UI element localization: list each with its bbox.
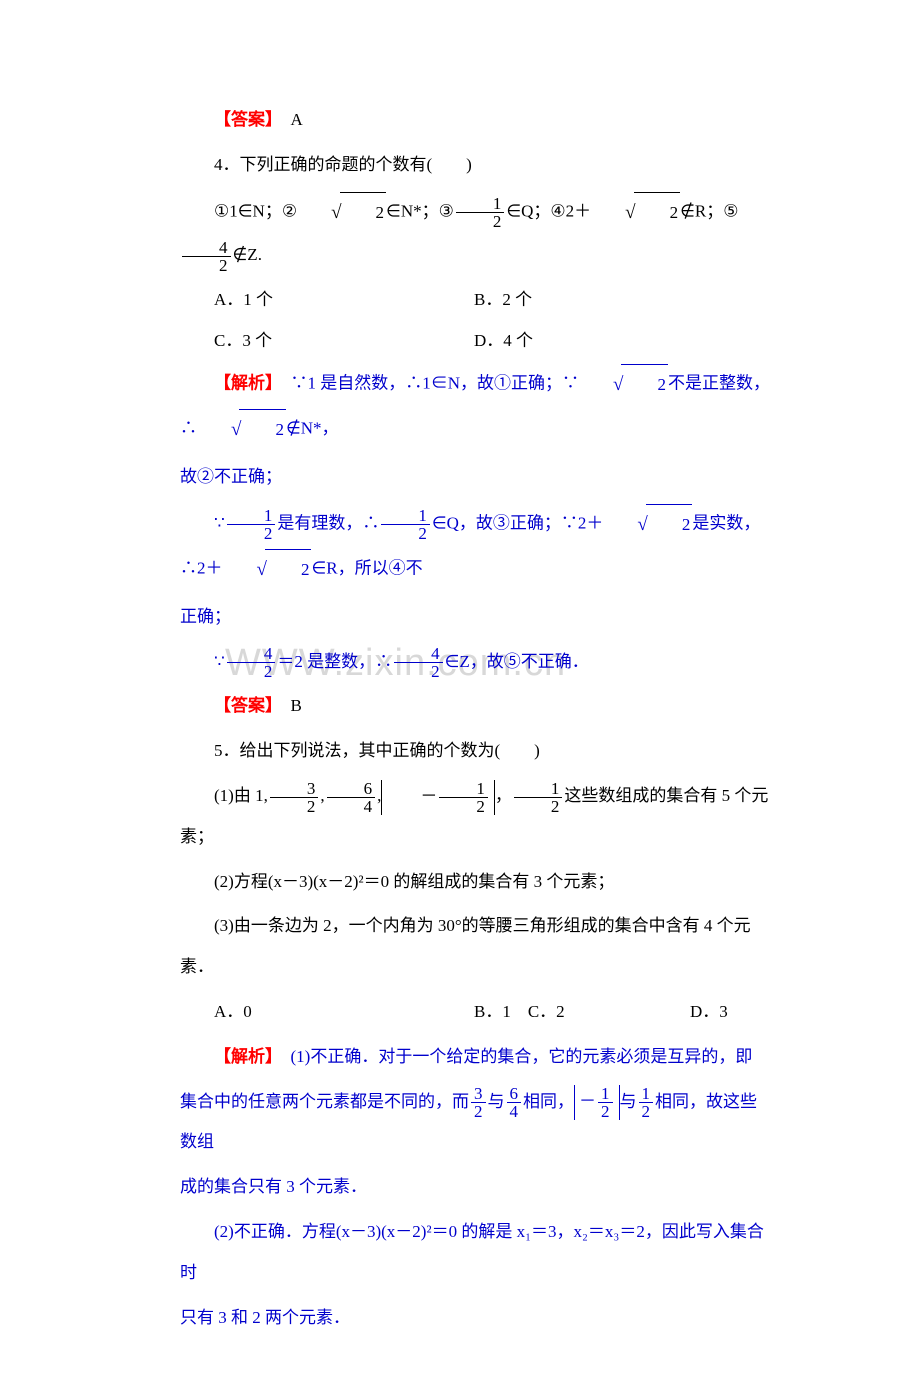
q3-answer: 【答案】 A <box>180 100 770 141</box>
answer-label: 【答案】 <box>214 696 274 715</box>
q4-answer: 【答案】 B <box>180 686 770 727</box>
q5-analysis-p3: 成的集合只有 3 个元素． <box>180 1167 770 1208</box>
fraction: 42 <box>227 645 276 680</box>
q5-item3: (3)由一条边为 2，一个内角为 30°的等腰三角形组成的集合中含有 4 个元素… <box>180 906 770 988</box>
q5-analysis-p1: 【解析】 (1)不正确．对于一个给定的集合，它的元素必须是互异的，即 <box>180 1037 770 1078</box>
sqrt-icon: 2 <box>223 547 312 593</box>
q5-opt-bc: B．1 C．2 <box>474 992 690 1033</box>
fraction: 42 <box>182 239 231 274</box>
fraction: 12 <box>381 507 430 542</box>
q5-item2: (2)方程(x－3)(x－2)²＝0 的解组成的集合有 3 个元素； <box>180 862 770 903</box>
q4-stem: 4．下列正确的命题的个数有( ) <box>180 145 770 186</box>
fraction: 12 <box>598 1085 613 1120</box>
sqrt-icon: 2 <box>297 190 386 236</box>
q5-options: A．0 B．1 C．2 D．3 <box>214 992 770 1033</box>
q4-analysis-p1: 【解析】 ∵1 是自然数，∴1∈N，故①正确；∵2不是正整数，∴2∉N*， <box>180 362 770 453</box>
q5-opt-a: A．0 <box>214 992 474 1033</box>
q4-analysis-p2: 故②不正确； <box>180 457 770 498</box>
fraction: 12 <box>514 780 563 815</box>
fraction: 12 <box>227 507 276 542</box>
q4-items: ①1∈N；②2∈N*；③12∈Q；④2＋2∉R；⑤42∉Z. <box>180 190 770 276</box>
sqrt-icon: 2 <box>579 362 668 408</box>
fraction: 64 <box>507 1085 522 1120</box>
q4-opt-a: A．1 个 <box>214 280 474 321</box>
q4-answer-value: B <box>291 696 302 715</box>
fraction: 32 <box>471 1085 486 1120</box>
q4-opt-b: B．2 个 <box>474 280 770 321</box>
analysis-label: 【解析】 <box>214 1047 274 1066</box>
abs-bars: －12 <box>381 780 495 815</box>
fraction: 32 <box>270 780 319 815</box>
q4-opt-d: D．4 个 <box>474 321 770 362</box>
q4-opt-c: C．3 个 <box>214 321 474 362</box>
q5-analysis-p5: 只有 3 和 2 两个元素． <box>180 1298 770 1339</box>
fraction: 12 <box>439 780 488 815</box>
fraction: 12 <box>639 1085 654 1120</box>
q5-item1: (1)由 1,32,64,－12，12这些数组成的集合有 5 个元素； <box>180 776 770 858</box>
answer-label: 【答案】 <box>214 110 274 129</box>
q5-opt-d: D．3 <box>690 992 770 1033</box>
page-content: 【答案】 A 4．下列正确的命题的个数有( ) ①1∈N；②2∈N*；③12∈Q… <box>180 100 770 1338</box>
fraction: 64 <box>327 780 376 815</box>
q4-options-row2: C．3 个 D．4 个 <box>214 321 770 362</box>
q4-options-row1: A．1 个 B．2 个 <box>214 280 770 321</box>
sqrt-icon: 2 <box>591 190 680 236</box>
fraction: 42 <box>394 645 443 680</box>
sqrt-icon: 2 <box>603 502 692 548</box>
q4-analysis-p4: 正确； <box>180 597 770 638</box>
q3-answer-value: A <box>291 110 303 129</box>
sqrt-icon: 2 <box>197 407 286 453</box>
q5-analysis-p2: 集合中的任意两个元素都是不同的，而32与64相同，－12与12相同，故这些数组 <box>180 1082 770 1164</box>
q4-analysis-p3: ∵12是有理数，∴12∈Q，故③正确；∵2＋2是实数，∴2＋2∈R，所以④不 <box>180 502 770 593</box>
analysis-label: 【解析】 <box>214 373 274 392</box>
q5-analysis-p4: (2)不正确．方程(x－3)(x－2)²＝0 的解是 x₁＝3，x₂＝x₃＝2，… <box>180 1212 770 1294</box>
q5-stem: 5．给出下列说法，其中正确的个数为( ) <box>180 731 770 772</box>
q4-analysis-p5: ∵42＝2 是整数，∴42∈Z，故⑤不正确． <box>180 642 770 683</box>
abs-bars: －12 <box>574 1085 620 1120</box>
fraction: 12 <box>456 195 505 230</box>
